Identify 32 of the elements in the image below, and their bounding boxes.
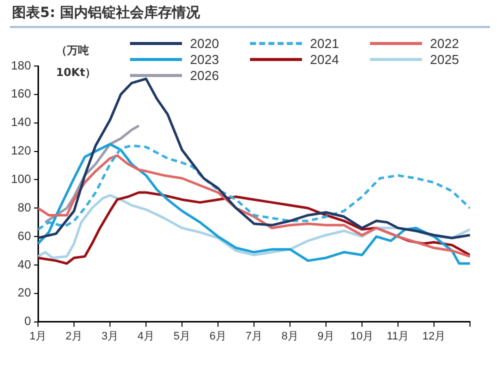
legend-label: 2025	[430, 52, 459, 67]
y-tick-label: 100	[10, 172, 32, 186]
x-tick-label: 2月	[65, 330, 83, 342]
x-tick-label: 5月	[173, 330, 191, 342]
legend-label: 2022	[430, 36, 459, 51]
legend-label: 2023	[190, 52, 219, 67]
chart-title: 图表5: 国内铝锭社会库存情况	[12, 4, 200, 22]
y-tick-label: 20	[18, 286, 32, 300]
y-axis-title: （万吨 10Kt）	[56, 43, 98, 81]
y-tick-label: 80	[18, 200, 32, 214]
x-tick-label: 10月	[350, 330, 374, 342]
x-tick-label: 3月	[101, 330, 119, 342]
y-tick-label: 120	[10, 144, 32, 158]
y-tick-label: 0	[24, 314, 32, 328]
y-tick-label: 180	[10, 58, 32, 72]
x-tick-label: 4月	[137, 330, 155, 342]
x-tick-label: 12月	[422, 330, 446, 342]
y-tick-label: 40	[18, 257, 32, 272]
x-tick-label: 7月	[245, 330, 263, 342]
legend-label: 2021	[310, 36, 339, 51]
line-series	[38, 144, 470, 231]
legend-label: 2024	[310, 52, 339, 67]
legend-label: 2020	[190, 36, 219, 51]
x-tick-label: 1月	[29, 330, 47, 342]
x-tick-label: 9月	[317, 330, 335, 342]
x-tick-label: 11月	[386, 330, 410, 342]
y-tick-label: 140	[10, 115, 32, 130]
y-tick-label: 160	[10, 86, 32, 101]
y-tick-label: 60	[18, 228, 32, 243]
x-tick-label: 8月	[281, 330, 299, 342]
legend-label: 2026	[190, 68, 219, 83]
x-tick-label: 6月	[209, 330, 227, 342]
